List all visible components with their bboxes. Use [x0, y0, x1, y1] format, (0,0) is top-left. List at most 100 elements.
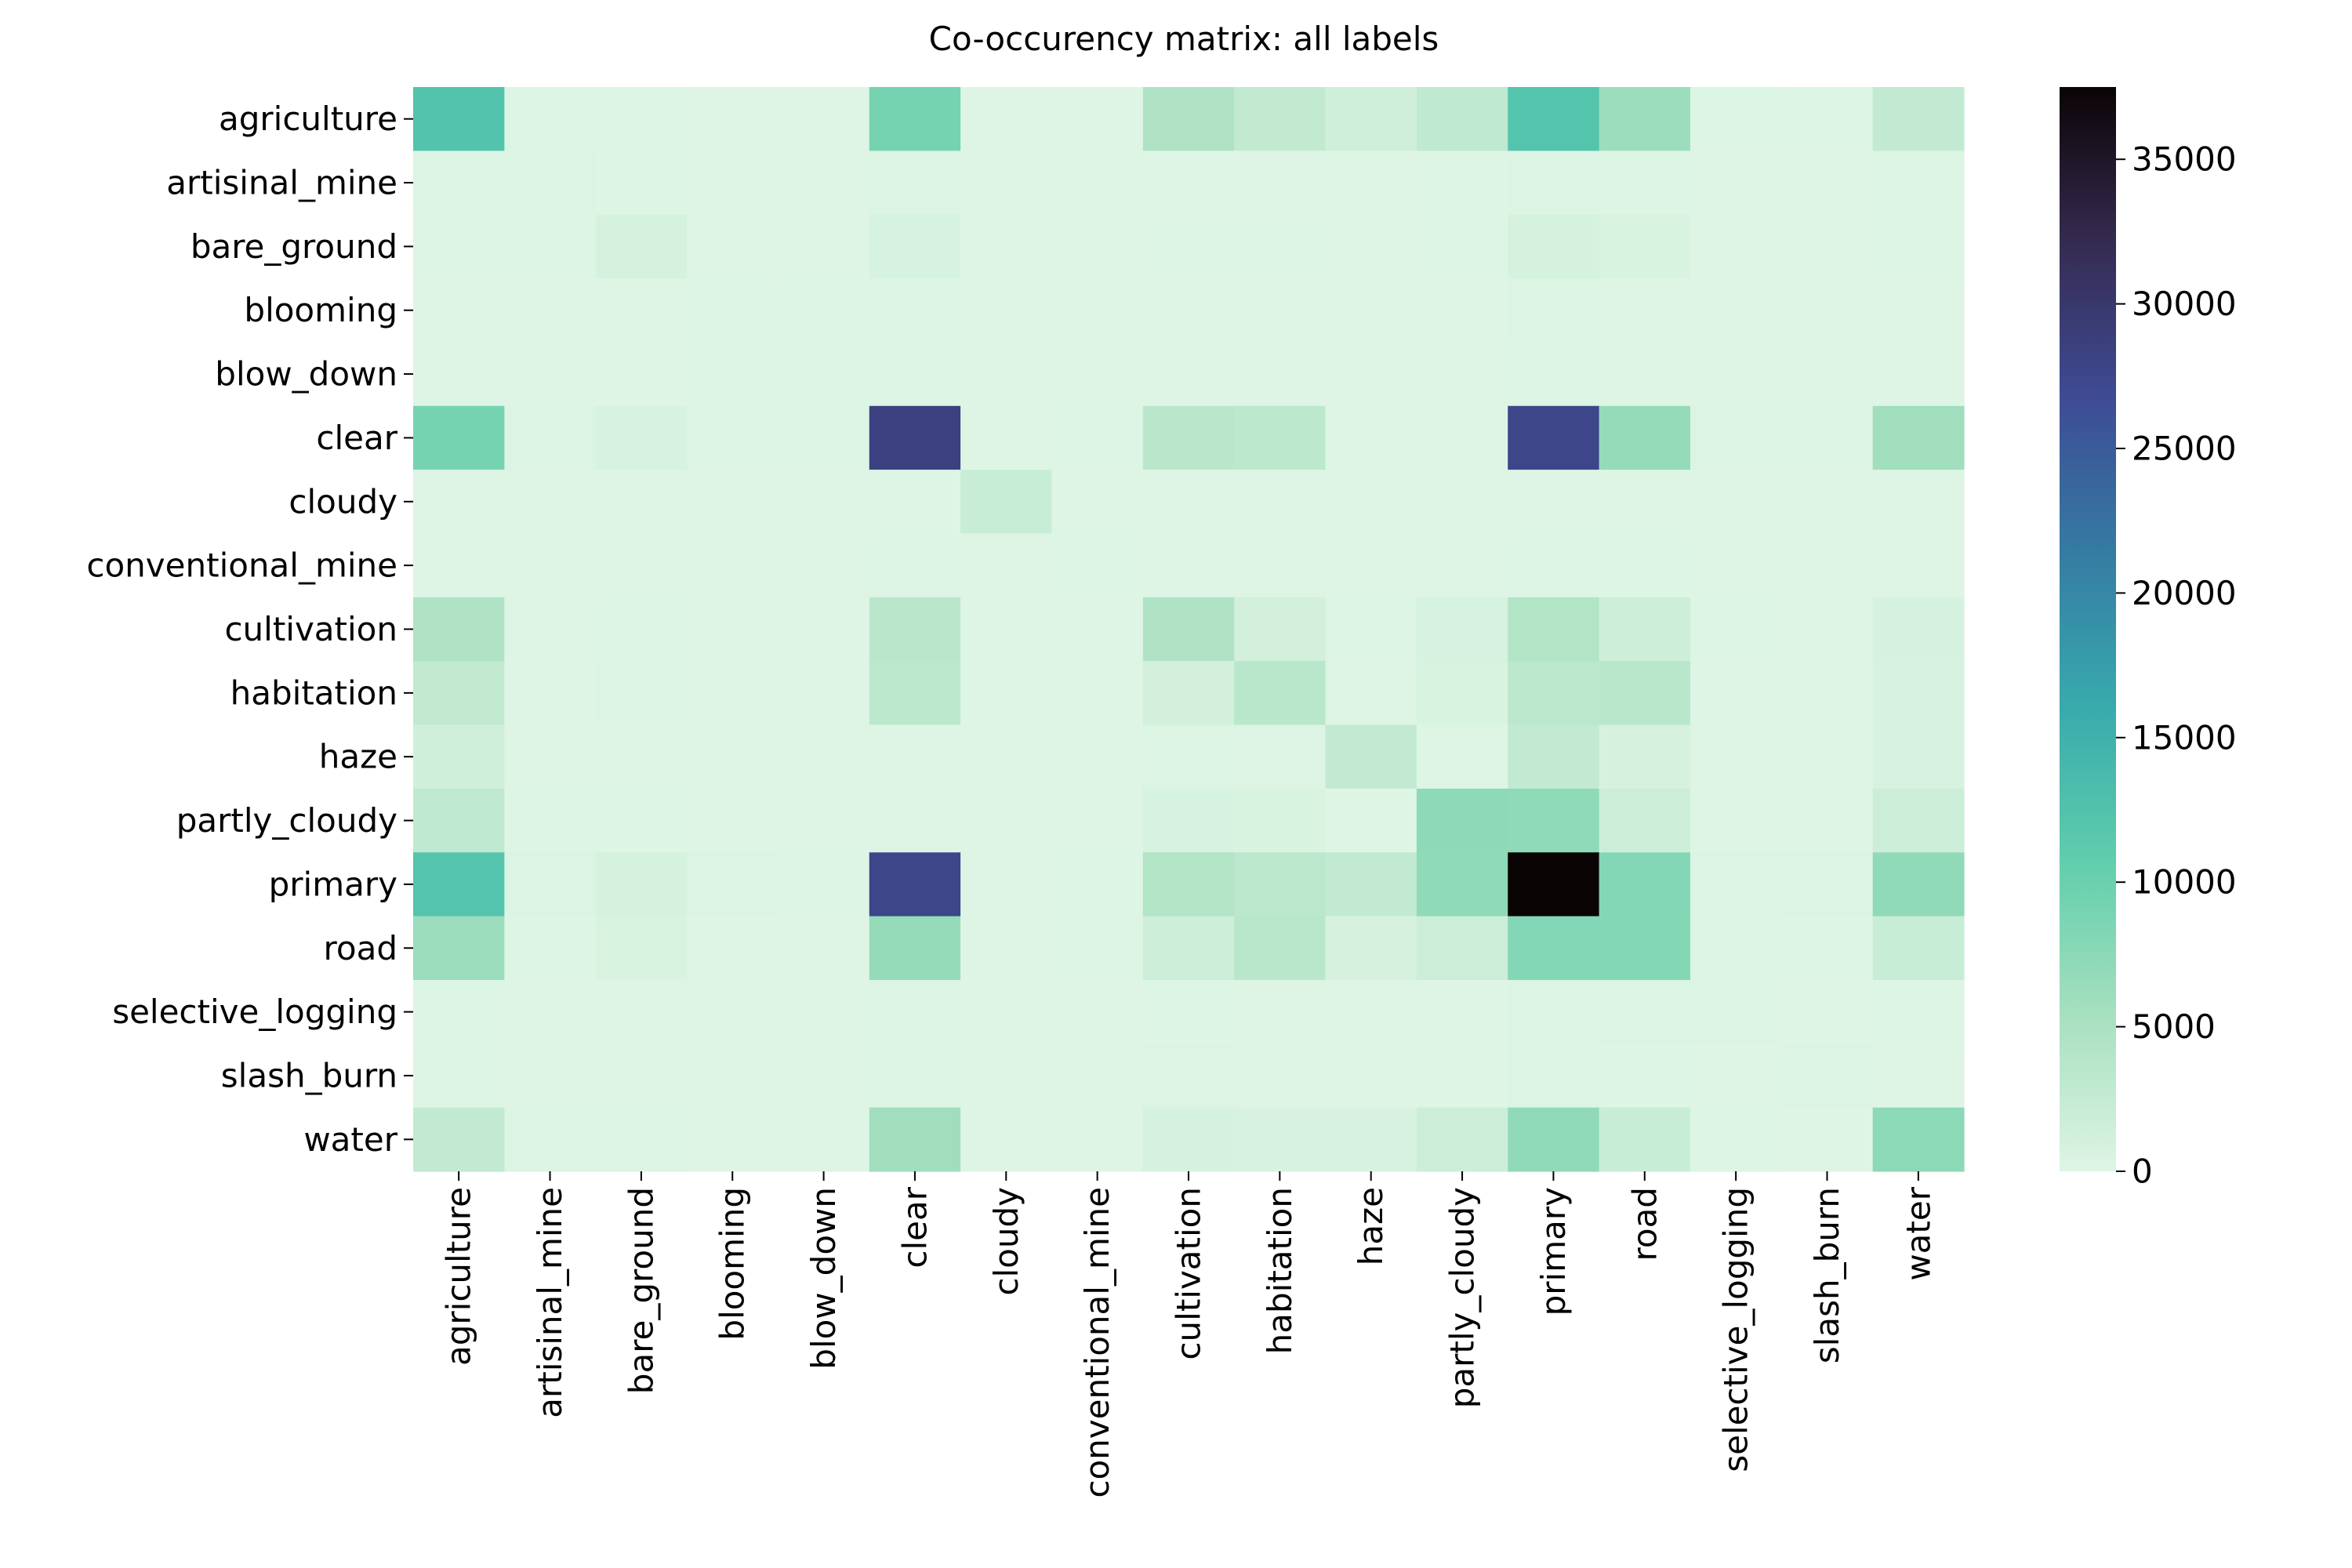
heatmap-cell-road-artisinal_mine — [504, 916, 597, 981]
heatmap-cell-partly_cloudy-blooming — [687, 788, 779, 853]
y-tick-label-clear: clear — [316, 419, 397, 457]
heatmap-cell-primary-slash_burn — [1781, 852, 1874, 917]
heatmap-cell-primary-blow_down — [778, 852, 870, 917]
heatmap-cell-artisinal_mine-partly_cloudy — [1416, 151, 1508, 216]
y-tick-label-haze: haze — [319, 738, 397, 776]
heatmap-cell-primary-blooming — [687, 852, 779, 917]
y-tick-label-conventional_mine: conventional_mine — [86, 546, 397, 585]
heatmap-cell-primary-conventional_mine — [1051, 852, 1144, 917]
heatmap-cell-conventional_mine-road — [1599, 533, 1691, 598]
heatmap-cell-slash_burn-partly_cloudy — [1416, 1044, 1508, 1109]
heatmap-cell-habitation-conventional_mine — [1051, 661, 1144, 726]
heatmap-cell-cloudy-selective_logging — [1690, 470, 1782, 535]
heatmap-cell-artisinal_mine-blow_down — [778, 151, 870, 216]
y-tick-label-bare_ground: bare_ground — [191, 227, 397, 266]
heatmap-cell-water-cultivation — [1142, 1107, 1235, 1172]
heatmap-cell-bare_ground-partly_cloudy — [1416, 214, 1508, 279]
heatmap-cell-blooming-agriculture — [413, 278, 505, 343]
y-tick-label-habitation: habitation — [230, 673, 397, 712]
x-tick-label-partly_cloudy: partly_cloudy — [1443, 1187, 1482, 1408]
heatmap-cell-conventional_mine-clear — [869, 533, 961, 598]
heatmap-cell-slash_burn-cultivation — [1142, 1044, 1235, 1109]
heatmap-cell-water-road — [1599, 1107, 1691, 1172]
heatmap-cell-blow_down-primary — [1508, 342, 1600, 407]
heatmap-cell-partly_cloudy-water — [1872, 788, 1965, 853]
heatmap-cell-habitation-bare_ground — [595, 661, 688, 726]
heatmap-cell-cloudy-primary — [1508, 470, 1600, 535]
heatmap-cell-blow_down-artisinal_mine — [504, 342, 597, 407]
x-tick-label-clear: clear — [895, 1186, 934, 1268]
heatmap-cell-road-cultivation — [1142, 916, 1235, 981]
heatmap-cell-water-bare_ground — [595, 1107, 688, 1172]
heatmap-cell-bare_ground-haze — [1325, 214, 1417, 279]
heatmap-cell-blooming-blooming — [687, 278, 779, 343]
heatmap-cell-agriculture-artisinal_mine — [504, 87, 597, 151]
heatmap-cell-partly_cloudy-conventional_mine — [1051, 788, 1144, 853]
heatmap-cell-artisinal_mine-haze — [1325, 151, 1417, 216]
heatmap-cell-bare_ground-road — [1599, 214, 1691, 279]
heatmap-cell-water-water — [1872, 1107, 1965, 1172]
heatmap-cell-artisinal_mine-habitation — [1234, 151, 1327, 216]
heatmap-cell-artisinal_mine-selective_logging — [1690, 151, 1782, 216]
heatmap-cell-blow_down-haze — [1325, 342, 1417, 407]
heatmap-cell-slash_burn-primary — [1508, 1044, 1600, 1109]
heatmap-cell-primary-partly_cloudy — [1416, 852, 1508, 917]
heatmap-cell-cultivation-primary — [1508, 597, 1600, 662]
heatmap-cell-water-conventional_mine — [1051, 1107, 1144, 1172]
heatmap-cell-agriculture-primary — [1508, 87, 1600, 151]
heatmap-cell-clear-road — [1599, 405, 1691, 470]
heatmap-cell-bare_ground-bare_ground — [595, 214, 688, 279]
heatmap-cell-blooming-water — [1872, 278, 1965, 343]
heatmap-cell-blooming-primary — [1508, 278, 1600, 343]
heatmap-cell-blooming-partly_cloudy — [1416, 278, 1508, 343]
y-tick-label-agriculture: agriculture — [219, 100, 397, 138]
heatmap-cell-haze-conventional_mine — [1051, 724, 1144, 789]
heatmap-cell-agriculture-road — [1599, 87, 1691, 151]
heatmap-cell-agriculture-haze — [1325, 87, 1417, 151]
heatmap-cell-conventional_mine-primary — [1508, 533, 1600, 598]
heatmap-cell-artisinal_mine-conventional_mine — [1051, 151, 1144, 216]
y-tick-label-partly_cloudy: partly_cloudy — [176, 801, 397, 840]
heatmap-cell-cultivation-partly_cloudy — [1416, 597, 1508, 662]
heatmap-cell-selective_logging-road — [1599, 979, 1691, 1044]
heatmap-cell-haze-slash_burn — [1781, 724, 1874, 789]
heatmap-cell-slash_burn-bare_ground — [595, 1044, 688, 1109]
heatmap-cell-partly_cloudy-haze — [1325, 788, 1417, 853]
heatmap-cell-slash_burn-road — [1599, 1044, 1691, 1109]
heatmap-cell-cloudy-road — [1599, 470, 1691, 535]
heatmap-cell-habitation-selective_logging — [1690, 661, 1782, 726]
heatmap-cell-water-blooming — [687, 1107, 779, 1172]
y-tick-label-cloudy: cloudy — [289, 482, 397, 521]
y-tick-label-primary: primary — [269, 865, 397, 903]
heatmap-cell-selective_logging-slash_burn — [1781, 979, 1874, 1044]
heatmap-cell-blooming-selective_logging — [1690, 278, 1782, 343]
heatmap-cell-partly_cloudy-cloudy — [960, 788, 1053, 853]
heatmap-cell-selective_logging-blooming — [687, 979, 779, 1044]
heatmap-cell-bare_ground-clear — [869, 214, 961, 279]
heatmap-cell-haze-blow_down — [778, 724, 870, 789]
heatmap-cell-blooming-cloudy — [960, 278, 1053, 343]
colorbar-tick-label: 10000 — [2132, 863, 2237, 902]
heatmap-cell-habitation-blooming — [687, 661, 779, 726]
heatmap-cell-artisinal_mine-road — [1599, 151, 1691, 216]
heatmap-cell-selective_logging-clear — [869, 979, 961, 1044]
heatmap-cell-selective_logging-primary — [1508, 979, 1600, 1044]
heatmap-cell-habitation-blow_down — [778, 661, 870, 726]
heatmap-cell-blow_down-conventional_mine — [1051, 342, 1144, 407]
heatmap-cell-agriculture-selective_logging — [1690, 87, 1782, 151]
heatmap-cell-cultivation-clear — [869, 597, 961, 662]
heatmap-cell-selective_logging-cloudy — [960, 979, 1053, 1044]
heatmap-cell-clear-selective_logging — [1690, 405, 1782, 470]
heatmap-cell-artisinal_mine-artisinal_mine — [504, 151, 597, 216]
heatmap-cell-bare_ground-artisinal_mine — [504, 214, 597, 279]
heatmap-cell-bare_ground-agriculture — [413, 214, 505, 279]
heatmap-cell-haze-selective_logging — [1690, 724, 1782, 789]
heatmap-cell-bare_ground-blooming — [687, 214, 779, 279]
heatmap-cell-clear-slash_burn — [1781, 405, 1874, 470]
x-tick-label-blooming: blooming — [713, 1187, 752, 1341]
heatmap-cell-selective_logging-artisinal_mine — [504, 979, 597, 1044]
heatmap-cell-artisinal_mine-slash_burn — [1781, 151, 1874, 216]
heatmap-cell-slash_burn-clear — [869, 1044, 961, 1109]
heatmap-cell-conventional_mine-slash_burn — [1781, 533, 1874, 598]
heatmap-cell-habitation-water — [1872, 661, 1965, 726]
